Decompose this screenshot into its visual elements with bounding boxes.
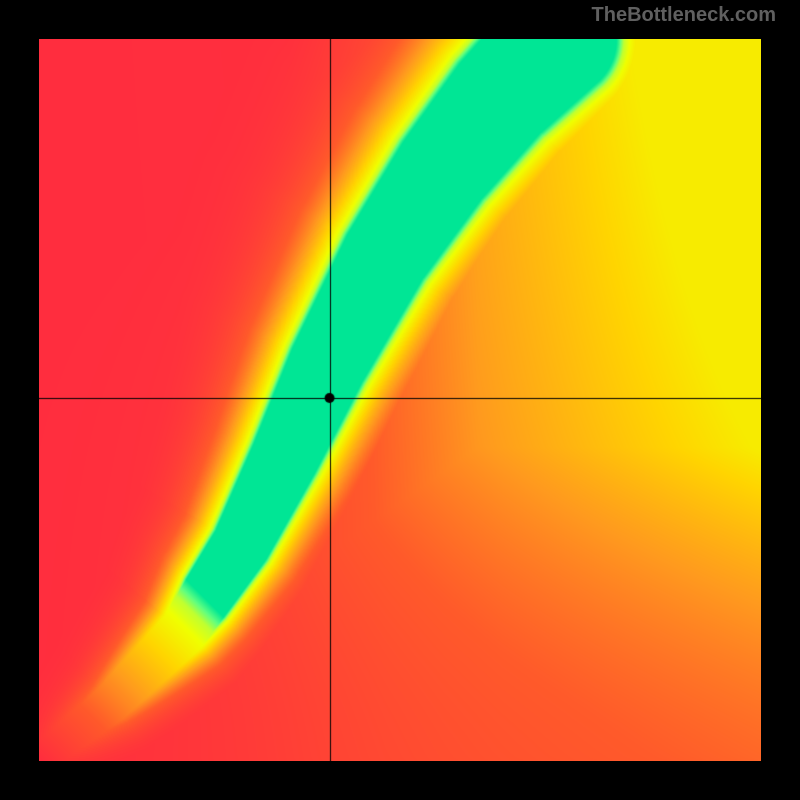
heatmap-canvas [39, 39, 761, 761]
attribution-text: TheBottleneck.com [592, 4, 776, 27]
heatmap-plot [39, 39, 761, 761]
chart-container: TheBottleneck.com [0, 0, 800, 800]
